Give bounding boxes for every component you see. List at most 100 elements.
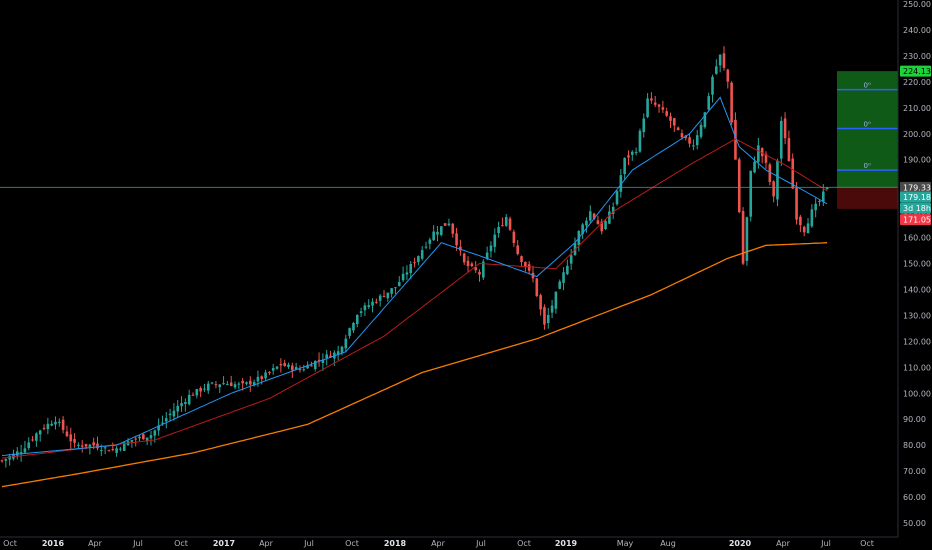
- candle-body: [336, 351, 340, 355]
- candle-body: [344, 338, 348, 349]
- candle-body: [676, 127, 680, 131]
- candle-body: [130, 440, 134, 442]
- candle-body: [592, 213, 596, 219]
- candle-body: [214, 384, 218, 386]
- price-tick-label: 140.00: [903, 285, 931, 294]
- candle-body: [287, 364, 290, 367]
- candle-body: [718, 54, 722, 66]
- candle-body: [695, 135, 699, 146]
- candle-body: [600, 221, 604, 232]
- candle-body: [65, 431, 69, 437]
- candle-body: [237, 383, 241, 385]
- candle-body: [512, 231, 516, 244]
- candle-body: [799, 216, 802, 226]
- candle-body: [692, 145, 695, 147]
- candle-body: [115, 448, 118, 453]
- candle-body: [581, 224, 584, 235]
- price-tick-label: 190.00: [903, 156, 931, 165]
- candle-body: [485, 252, 489, 259]
- candle-body: [352, 322, 355, 331]
- price-tick-label: 130.00: [903, 311, 931, 320]
- candle-body: [814, 203, 817, 211]
- mid-moving-average-line: [1, 138, 828, 459]
- candle-body: [585, 220, 588, 226]
- time-tick-label: Jul: [820, 539, 831, 548]
- candle-body: [588, 211, 592, 221]
- candle-body: [470, 263, 474, 267]
- price-tick-label: 150.00: [903, 260, 931, 269]
- time-axis[interactable]: Oct 2016 Apr Jul Oct 2017 Apr Jul Oct 2018 Apr Jul O…: [3, 539, 874, 548]
- candle-body: [107, 450, 111, 452]
- candle-body: [451, 223, 455, 234]
- price-tag: 171.05: [900, 214, 931, 226]
- time-tick-label: 2016: [42, 539, 65, 548]
- time-tick-label: Oct: [3, 539, 17, 548]
- candle-body: [210, 382, 214, 384]
- candle-body: [703, 112, 707, 128]
- price-tick-label: 220.00: [903, 78, 931, 87]
- candle-body: [252, 382, 256, 386]
- candle-body: [164, 418, 168, 422]
- candle-body: [546, 314, 550, 323]
- time-tick-label: Oct: [345, 539, 359, 548]
- candle-body: [88, 444, 92, 447]
- candle-body: [256, 376, 260, 382]
- candle-body: [604, 221, 607, 229]
- candle-body: [734, 119, 737, 160]
- candle-body: [122, 442, 126, 451]
- candle-body: [478, 271, 481, 275]
- candle-body: [397, 282, 401, 286]
- candle-body: [409, 263, 413, 273]
- candle-body: [321, 359, 325, 363]
- candle-body: [203, 388, 206, 390]
- candle-body: [764, 154, 768, 163]
- candle-body: [31, 439, 34, 441]
- candle-body: [558, 281, 562, 289]
- candle-body: [294, 367, 298, 370]
- candle-body: [405, 272, 409, 275]
- candle-body: [310, 365, 313, 367]
- candle-body: [329, 355, 332, 358]
- time-tick-label: Jul: [303, 539, 314, 548]
- loss-zone[interactable]: [837, 187, 898, 209]
- candle-body: [119, 448, 122, 450]
- svg-text:3d 18h: 3d 18h: [903, 204, 931, 213]
- candle-body: [180, 403, 183, 407]
- candle-body: [722, 53, 726, 68]
- candle-body: [73, 439, 76, 443]
- candle-body: [176, 405, 180, 412]
- candle-body: [313, 360, 317, 370]
- time-tick-label: Oct: [517, 539, 531, 548]
- candle-body: [271, 368, 275, 371]
- candle-body: [206, 383, 210, 391]
- candle-body: [12, 453, 15, 459]
- candle-body: [191, 394, 195, 396]
- candle-body: [4, 458, 8, 461]
- candle-body: [291, 365, 294, 371]
- candle-body: [386, 292, 390, 299]
- candle-body: [371, 301, 374, 306]
- candle-body: [466, 260, 470, 267]
- time-tick-label: Aug: [660, 539, 676, 548]
- price-tag: 224.13: [900, 65, 931, 77]
- candle-body: [619, 175, 623, 192]
- candle-body: [554, 291, 558, 309]
- time-tick-label: Apr: [776, 539, 791, 548]
- candle-body: [806, 223, 810, 234]
- candle-body: [187, 394, 191, 405]
- position-tool[interactable]: 0⁰ 0⁰ 0⁰: [837, 71, 898, 209]
- candle-body: [260, 376, 264, 379]
- candle-body: [100, 449, 103, 451]
- candle-body: [317, 359, 321, 361]
- candle-body: [810, 209, 814, 227]
- candle-body: [138, 436, 141, 439]
- candle-body: [428, 239, 432, 244]
- candle-body: [516, 245, 519, 255]
- candle-body: [657, 104, 661, 107]
- candle-body: [77, 444, 80, 446]
- candle-body: [787, 138, 791, 162]
- target-level-label: 0⁰: [864, 162, 871, 170]
